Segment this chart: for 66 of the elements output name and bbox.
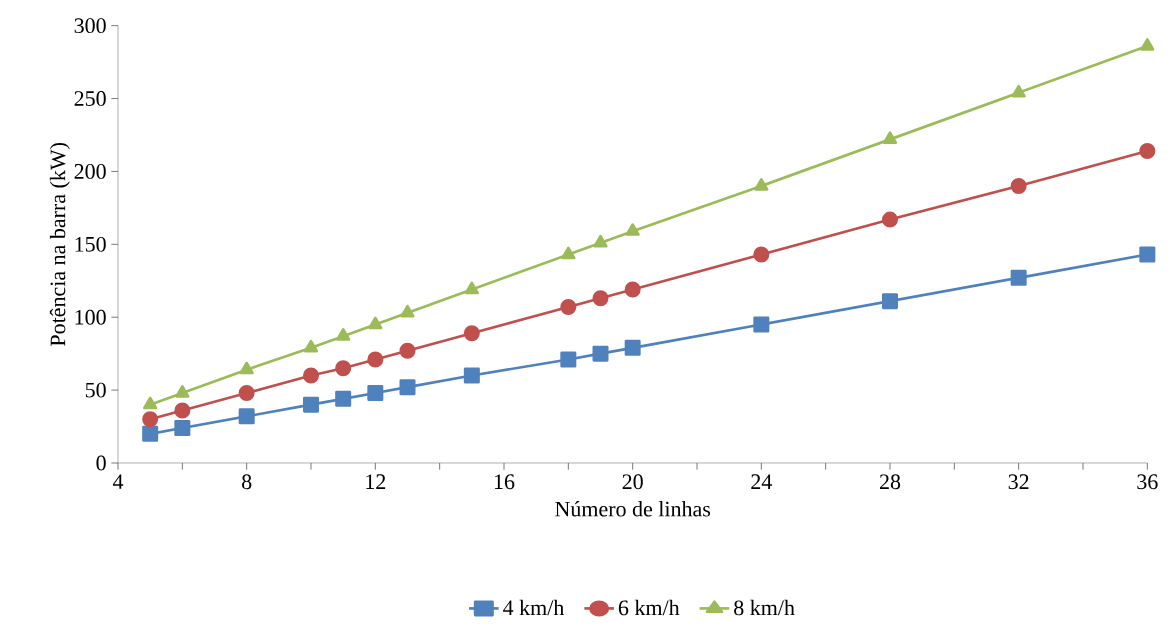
- point: [753, 246, 770, 263]
- y-tick-label: 50: [85, 382, 106, 398]
- y-tick-label: 100: [75, 309, 106, 325]
- point: [336, 328, 351, 341]
- point: [592, 290, 609, 307]
- point: [463, 367, 480, 384]
- y-tick-label: 250: [74, 91, 106, 106]
- legend-label: 4 km/h: [503, 599, 565, 616]
- point: [1139, 246, 1156, 263]
- point: [1010, 269, 1027, 286]
- x-tick-label: 16: [494, 474, 515, 490]
- point: [238, 385, 255, 402]
- point: [1139, 143, 1156, 160]
- point: [882, 131, 898, 145]
- x-tick-label: 8: [242, 474, 252, 490]
- x-tick-label: 24: [751, 474, 772, 489]
- point: [463, 325, 480, 342]
- y-axis-title: Potência na barra (kW): [49, 142, 70, 346]
- point: [625, 223, 640, 236]
- point: [560, 351, 577, 368]
- x-tick-label: 32: [1008, 474, 1029, 490]
- x-tick-label: 20: [622, 474, 643, 490]
- point: [400, 304, 415, 318]
- point: [238, 408, 255, 425]
- legend-label: 6 km/h: [618, 599, 680, 616]
- point: [142, 425, 159, 442]
- x-axis-title: Número de linhas: [555, 501, 711, 517]
- point: [561, 246, 576, 260]
- point: [175, 385, 190, 398]
- point: [143, 396, 158, 410]
- point: [239, 361, 254, 375]
- point: [560, 299, 577, 316]
- point: [399, 379, 416, 396]
- point: [335, 360, 352, 377]
- point: [1010, 178, 1027, 195]
- point: [399, 342, 416, 359]
- point: [142, 411, 159, 428]
- point: [1140, 38, 1155, 51]
- point: [593, 234, 608, 248]
- point: [881, 293, 898, 310]
- x-tick-label: 12: [366, 474, 386, 489]
- point: [303, 367, 320, 384]
- point: [881, 211, 898, 228]
- point: [367, 385, 384, 402]
- y-tick-label: 0: [96, 455, 106, 471]
- point: [368, 316, 383, 330]
- point: [303, 396, 320, 413]
- point: [624, 339, 641, 356]
- point: [753, 316, 770, 333]
- point: [367, 351, 384, 368]
- point: [174, 402, 191, 419]
- y-tick-label: 300: [74, 18, 106, 34]
- x-tick-label: 28: [879, 474, 901, 490]
- point: [754, 178, 769, 191]
- point: [1011, 84, 1026, 98]
- x-tick-label: 36: [1137, 474, 1158, 490]
- point: [464, 281, 479, 295]
- legend-label: 8 km/h: [734, 599, 795, 616]
- point: [592, 345, 609, 362]
- point: [624, 281, 641, 298]
- point: [335, 390, 352, 407]
- x-tick-label: 4: [112, 474, 124, 489]
- point: [174, 420, 191, 437]
- y-tick-label: 150: [75, 236, 106, 252]
- y-tick-label: 200: [74, 164, 106, 179]
- point: [303, 339, 319, 353]
